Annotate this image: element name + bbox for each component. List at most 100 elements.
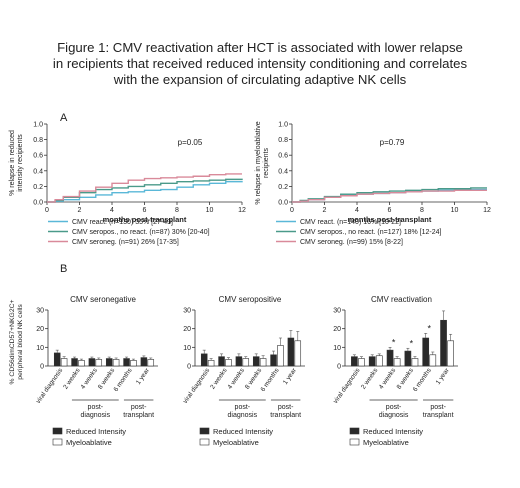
line-chart-1-p-value: p=0.05 xyxy=(178,138,203,147)
line-chart-1-x-tick-label: 4 xyxy=(110,207,114,214)
bar-chart-2-bar-reduced-5 xyxy=(270,354,277,367)
bar-chart-2-legend-swatch-2 xyxy=(199,438,210,446)
bar-chart-2-group-label-2: transplant xyxy=(270,412,301,419)
bar-chart-1-bar-myelo-6 xyxy=(147,359,155,367)
line-chart-1-y-tick-label: 1.0 xyxy=(33,122,43,129)
line-chart-1-x-tick-label: 2 xyxy=(78,207,82,214)
bar-chart-2-bar-myelo-5 xyxy=(277,345,284,367)
panel-b-label: B xyxy=(60,263,67,275)
line-chart-2-y-tick-label: 0.2 xyxy=(278,184,288,191)
bar-chart-1-y-axis-label: % CD56dimCD57+NKG2C+ xyxy=(9,299,16,384)
line-chart-2-y-tick-label: 0.8 xyxy=(278,137,288,144)
bar-chart-3-bar-myelo-6 xyxy=(447,340,454,367)
bar-chart-3-bar-myelo-1 xyxy=(358,358,365,367)
line-chart-2-x-tick-label: 2 xyxy=(323,207,327,214)
bar-chart-2-bar-myelo-6 xyxy=(294,340,302,367)
bar-chart-3-significance-marker: * xyxy=(392,337,396,347)
bar-chart-1-legend-swatch-1 xyxy=(52,427,63,435)
line-chart-1-y-axis-label: % relapse in reduced xyxy=(9,130,16,196)
figure-title-line-1: Figure 1: CMV reactivation after HCT is … xyxy=(57,40,463,55)
bar-chart-3-bar-myelo-4 xyxy=(411,358,419,367)
bar-chart-2-x-tick-label: viral diagnosis xyxy=(182,367,212,405)
bar-chart-1-bar-myelo-2 xyxy=(78,360,85,367)
bar-chart-1-x-tick-label: 1 year xyxy=(135,366,152,385)
line-chart-2-series-2-line xyxy=(292,187,487,203)
line-chart-1-x-tick-label: 10 xyxy=(206,207,214,214)
bar-chart-3-bar-myelo-3 xyxy=(393,358,401,367)
line-chart-2-legend-label-3: CMV seroneg. (n=99) 15% [8-22] xyxy=(300,239,403,246)
bar-chart-1-x-tick-label: viral diagnosis xyxy=(35,367,65,405)
line-chart-1-y-axis-label: intensity recipients xyxy=(17,134,24,192)
bar-chart-1-bar-reduced-1 xyxy=(53,352,61,367)
bar-chart-3-bar-reduced-6 xyxy=(440,319,447,367)
bar-chart-3-x-tick-label: viral diagnosis xyxy=(332,367,362,405)
figure-title-line-3: with the expansion of circulating adapti… xyxy=(113,72,407,87)
line-chart-1-x-tick-label: 8 xyxy=(175,207,179,214)
bar-chart-1-y-tick-label: 10 xyxy=(36,345,44,352)
bar-chart-2-bar-reduced-3 xyxy=(235,356,243,367)
line-chart-2-y-tick-label: 0.4 xyxy=(278,168,288,175)
bar-chart-1-bar-reduced-4 xyxy=(105,358,113,367)
bar-chart-1-bar-myelo-5 xyxy=(130,360,137,367)
line-chart-1-y-tick-label: 0.4 xyxy=(33,168,43,175)
line-chart-2-x-tick-label: 0 xyxy=(290,207,294,214)
line-chart-1-series-2-line xyxy=(47,178,243,203)
bar-chart-1-bar-myelo-3 xyxy=(95,359,103,367)
bar-chart-1-group-label-2: post- xyxy=(131,404,147,411)
bar-chart-3-bar-myelo-2 xyxy=(375,355,383,367)
line-chart-1-x-axis-label: months post-transplant xyxy=(103,215,187,224)
bar-chart-3-bar-reduced-3 xyxy=(386,349,394,367)
bar-chart-3-group-label-1: post- xyxy=(386,404,402,411)
bar-chart-1-bar-reduced-2 xyxy=(71,358,78,367)
bar-chart-2-y-tick-label: 30 xyxy=(183,308,191,315)
line-chart-1-x-tick-label: 0 xyxy=(45,207,49,214)
bar-chart-3-bar-myelo-5 xyxy=(429,354,437,367)
line-chart-2-x-tick-label: 8 xyxy=(420,207,424,214)
bar-chart-3-significance-marker: * xyxy=(427,323,431,333)
line-chart-1-x-tick-label: 12 xyxy=(238,207,246,214)
bar-chart-1-x-tick-label: 6 months xyxy=(113,367,134,394)
bar-chart-1-legend-label-1: Reduced Intensity xyxy=(66,427,126,436)
bar-chart-1-y-tick-label: 0 xyxy=(40,364,44,371)
bar-chart-2-bar-reduced-6 xyxy=(287,337,295,367)
bar-chart-3-legend-label-2: Myeloablative xyxy=(363,438,409,447)
bar-chart-2-bar-myelo-2 xyxy=(225,359,232,367)
bar-chart-3-legend-label-1: Reduced Intensity xyxy=(363,427,423,436)
bar-chart-2-title: CMV seropositive xyxy=(219,295,282,304)
bar-chart-1-bar-myelo-1 xyxy=(60,358,68,367)
line-chart-2-series-3-line xyxy=(292,189,487,203)
line-chart-2-y-axis-label: % relapse in myeloablative xyxy=(255,121,262,204)
bar-chart-3-significance-marker: * xyxy=(410,338,414,348)
bar-chart-1-bar-reduced-5 xyxy=(123,358,130,367)
bar-chart-3-title: CMV reactivation xyxy=(371,295,432,304)
bar-chart-2-y-tick-label: 0 xyxy=(187,364,191,371)
bar-chart-3-y-tick-label: 0 xyxy=(337,364,341,371)
line-chart-2-x-tick-label: 4 xyxy=(355,207,359,214)
bar-chart-3-bar-reduced-1 xyxy=(351,356,358,367)
bar-chart-2-bar-reduced-2 xyxy=(218,356,225,367)
bar-chart-1-group-label-2: transplant xyxy=(123,412,154,419)
bar-chart-1-group-label-1: post- xyxy=(88,404,104,411)
bar-chart-2-group-label-2: post- xyxy=(278,404,294,411)
line-chart-1-legend-label-2: CMV seropos., no react. (n=87) 30% [20-4… xyxy=(72,229,210,236)
line-chart-1-y-tick-label: 0.8 xyxy=(33,137,43,144)
bar-chart-1-bar-reduced-6 xyxy=(140,357,148,367)
line-chart-2-x-tick-label: 10 xyxy=(451,207,459,214)
bar-chart-3-bar-reduced-4 xyxy=(404,350,412,367)
bar-chart-3-group-label-2: transplant xyxy=(423,412,454,419)
bar-chart-1-title: CMV seronegative xyxy=(70,295,136,304)
bar-chart-2-y-tick-label: 10 xyxy=(183,345,191,352)
line-chart-1-series-3-line xyxy=(47,173,242,203)
line-chart-2-y-axis-label: recipients xyxy=(263,148,270,178)
line-chart-2-legend-label-2: CMV seropos., no react. (n=127) 18% [12-… xyxy=(300,229,441,236)
bar-chart-2-x-tick-label: 1 year xyxy=(282,366,299,385)
bar-chart-1-group-label-1: diagnosis xyxy=(81,412,111,419)
bar-chart-1-y-axis-label: peripheral blood NK cells xyxy=(17,304,24,380)
line-chart-1-y-tick-label: 0.0 xyxy=(33,200,43,207)
line-chart-1-y-tick-label: 0.2 xyxy=(33,184,43,191)
bar-chart-1-bar-reduced-3 xyxy=(88,358,96,367)
bar-chart-3-group-label-2: post- xyxy=(430,404,446,411)
bar-chart-2-bar-myelo-3 xyxy=(242,358,250,367)
line-chart-1-legend-label-3: CMV seroneg. (n=91) 26% [17-35] xyxy=(72,239,179,246)
